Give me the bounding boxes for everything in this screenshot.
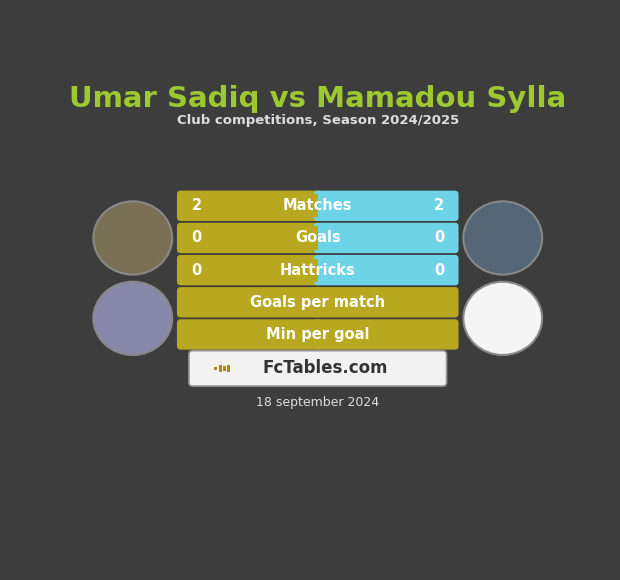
Circle shape — [94, 201, 172, 274]
FancyBboxPatch shape — [317, 259, 326, 282]
Text: Club competitions, Season 2024/2025: Club competitions, Season 2024/2025 — [177, 114, 459, 128]
Bar — [223, 366, 226, 371]
Text: 0: 0 — [192, 263, 202, 278]
FancyBboxPatch shape — [177, 287, 322, 317]
FancyBboxPatch shape — [314, 291, 322, 314]
Text: Goals: Goals — [295, 230, 340, 245]
FancyBboxPatch shape — [314, 319, 459, 350]
Text: 0: 0 — [434, 230, 444, 245]
Text: 2: 2 — [434, 198, 444, 213]
FancyBboxPatch shape — [314, 191, 459, 221]
FancyBboxPatch shape — [177, 191, 322, 221]
FancyBboxPatch shape — [314, 223, 459, 253]
Circle shape — [463, 282, 542, 355]
Text: 0: 0 — [192, 230, 202, 245]
Text: 0: 0 — [434, 263, 444, 278]
Text: Goals per match: Goals per match — [250, 295, 385, 310]
FancyBboxPatch shape — [314, 323, 322, 346]
Text: 2: 2 — [192, 198, 202, 213]
Text: Min per goal: Min per goal — [266, 327, 370, 342]
Bar — [228, 365, 230, 372]
FancyBboxPatch shape — [314, 194, 322, 218]
FancyBboxPatch shape — [317, 194, 326, 218]
FancyBboxPatch shape — [177, 223, 322, 253]
FancyBboxPatch shape — [189, 351, 446, 386]
FancyBboxPatch shape — [314, 226, 322, 249]
Text: Umar Sadiq vs Mamadou Sylla: Umar Sadiq vs Mamadou Sylla — [69, 85, 567, 113]
Text: FcTables.com: FcTables.com — [262, 360, 388, 378]
Circle shape — [463, 201, 542, 274]
Text: 18 september 2024: 18 september 2024 — [256, 396, 379, 409]
FancyBboxPatch shape — [314, 259, 322, 282]
Text: Hattricks: Hattricks — [280, 263, 356, 278]
FancyBboxPatch shape — [317, 323, 326, 346]
FancyBboxPatch shape — [317, 226, 326, 249]
FancyBboxPatch shape — [317, 291, 326, 314]
Circle shape — [94, 282, 172, 355]
FancyBboxPatch shape — [314, 287, 459, 317]
Text: Matches: Matches — [283, 198, 353, 213]
Bar — [219, 365, 222, 372]
Bar — [215, 367, 218, 370]
FancyBboxPatch shape — [177, 255, 322, 285]
FancyBboxPatch shape — [177, 319, 322, 350]
FancyBboxPatch shape — [314, 255, 459, 285]
